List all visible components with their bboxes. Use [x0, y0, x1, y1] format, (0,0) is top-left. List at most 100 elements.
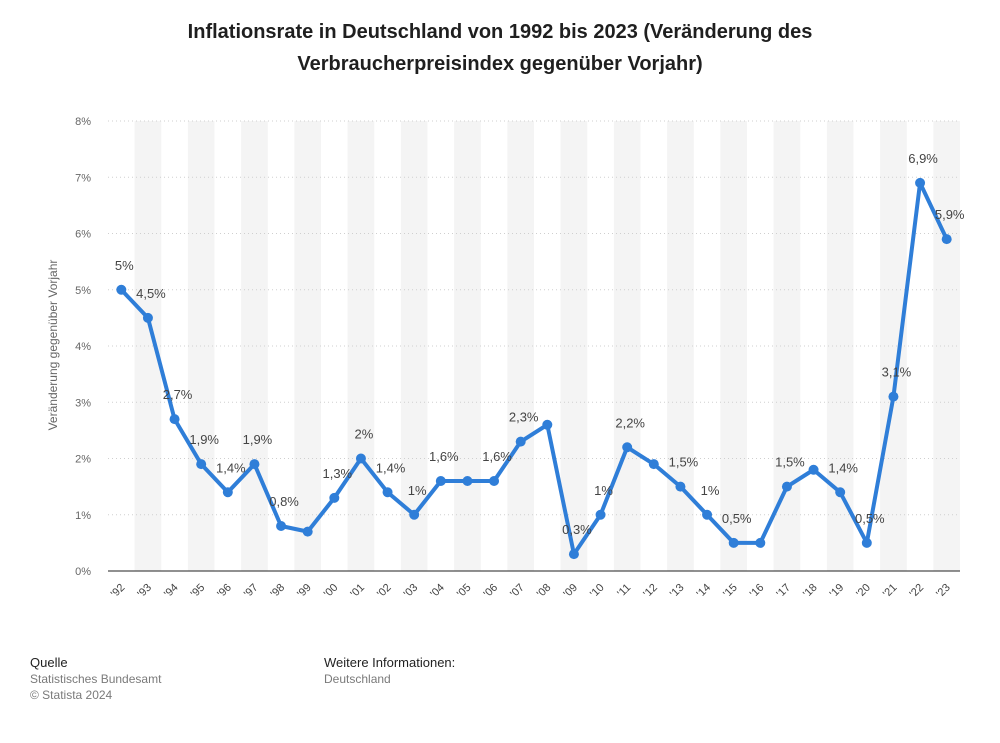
data-label: 4,5% [136, 286, 166, 301]
y-tick-label: 8% [75, 116, 91, 128]
x-tick-label: '99 [295, 582, 314, 601]
y-tick-label: 0% [75, 566, 91, 578]
data-point [542, 419, 553, 430]
y-tick-label: 4% [75, 341, 91, 353]
data-point [915, 177, 926, 188]
data-point [568, 549, 579, 560]
data-label: 0,5% [855, 511, 885, 526]
x-tick-label: '02 [375, 582, 394, 601]
background-band [773, 121, 801, 571]
data-point [595, 509, 606, 520]
info-text: Deutschland [324, 672, 391, 686]
y-tick-label: 1% [75, 510, 91, 522]
data-point [382, 487, 393, 498]
data-label: 1,5% [669, 455, 699, 470]
x-tick-label: '20 [854, 582, 873, 601]
info-heading: Weitere Informationen: [324, 655, 456, 670]
x-tick-label: '04 [428, 582, 447, 601]
data-label: 2,2% [615, 415, 645, 430]
x-tick-label: '98 [269, 582, 288, 601]
source-name[interactable]: Statistisches Bundesamt [30, 672, 162, 686]
data-point [835, 487, 846, 498]
x-tick-label: '07 [508, 582, 527, 601]
data-point [489, 476, 500, 486]
y-tick-label: 6% [75, 229, 91, 241]
data-label: 0,5% [722, 511, 752, 526]
x-tick-label: '01 [348, 582, 367, 601]
x-tick-label: '15 [721, 582, 740, 601]
data-point [169, 414, 180, 425]
x-tick-label: '21 [881, 582, 900, 601]
copyright[interactable]: © Statista 2024 [30, 688, 113, 702]
source-heading: Quelle [30, 655, 68, 670]
data-label: 1,6% [429, 449, 459, 464]
data-label: 1,9% [189, 432, 219, 447]
x-tick-label: '19 [828, 582, 847, 601]
x-axis-ticks: '92 '93 '94 '95 '96 '97 '98 '99 '00 '01 '02 '03 '04 '… [109, 582, 953, 601]
y-axis-label: Veränderung gegenüber Vorjahr [46, 260, 60, 431]
data-point [888, 391, 899, 402]
chart-title: Inflationsrate in Deutschland von 1992 b… [187, 21, 813, 75]
x-tick-label: '22 [908, 582, 927, 601]
data-point [861, 537, 872, 548]
data-label: 1,4% [216, 460, 246, 475]
data-label: 1,5% [775, 455, 805, 470]
data-label: 1,9% [243, 432, 273, 447]
data-label: 0,8% [269, 494, 299, 509]
series-line [119, 180, 949, 557]
data-label: 5,9% [935, 207, 965, 222]
data-point [196, 459, 207, 470]
x-tick-label: '92 [109, 582, 128, 601]
data-point [781, 481, 792, 492]
y-axis-ticks: 0% 1% 2% 3% 4% 5% 6% 7% 8% [75, 116, 91, 578]
x-tick-label: '97 [242, 582, 261, 601]
data-label: 1,4% [828, 460, 858, 475]
data-label: 0,3% [562, 522, 592, 537]
series-inflation [116, 177, 952, 560]
x-tick-label: '93 [135, 582, 154, 601]
background-band [241, 121, 268, 571]
data-point [675, 481, 686, 492]
x-tick-label: '18 [801, 582, 820, 601]
x-tick-label: '17 [774, 582, 793, 601]
x-tick-label: '95 [189, 582, 208, 601]
y-tick-label: 5% [75, 285, 91, 297]
data-point [808, 464, 819, 475]
data-point [329, 492, 340, 503]
data-point [142, 312, 153, 323]
data-label: 5% [115, 258, 134, 273]
data-point [462, 476, 473, 486]
background-band [560, 121, 588, 571]
y-tick-label: 7% [75, 172, 91, 184]
data-point [249, 459, 260, 470]
data-point [302, 526, 313, 537]
data-point [409, 509, 420, 520]
data-point [755, 537, 766, 548]
x-tick-label: '94 [162, 582, 181, 601]
background-band [933, 121, 960, 571]
x-tick-label: '03 [402, 582, 421, 601]
data-point [116, 284, 127, 295]
data-label: 1,6% [482, 449, 512, 464]
background-band [187, 121, 215, 571]
x-tick-label: '23 [934, 582, 953, 601]
data-point [702, 509, 713, 520]
data-label: 2,7% [163, 387, 193, 402]
data-point [222, 487, 233, 498]
data-point [728, 537, 739, 548]
data-point [941, 234, 952, 245]
data-point [355, 453, 366, 464]
source-block: Quelle Statistisches Bundesamt © Statist… [30, 655, 161, 703]
x-tick-label: '16 [748, 582, 767, 601]
x-tick-label: '10 [588, 582, 607, 601]
x-tick-label: '13 [668, 582, 687, 601]
data-point [515, 436, 526, 447]
data-label: 2,3% [509, 410, 539, 425]
background-band [400, 121, 428, 571]
data-point [276, 521, 287, 531]
data-point [435, 476, 446, 486]
x-tick-label: '96 [215, 582, 234, 601]
x-tick-label: '09 [561, 582, 580, 601]
x-tick-label: '08 [535, 582, 554, 601]
